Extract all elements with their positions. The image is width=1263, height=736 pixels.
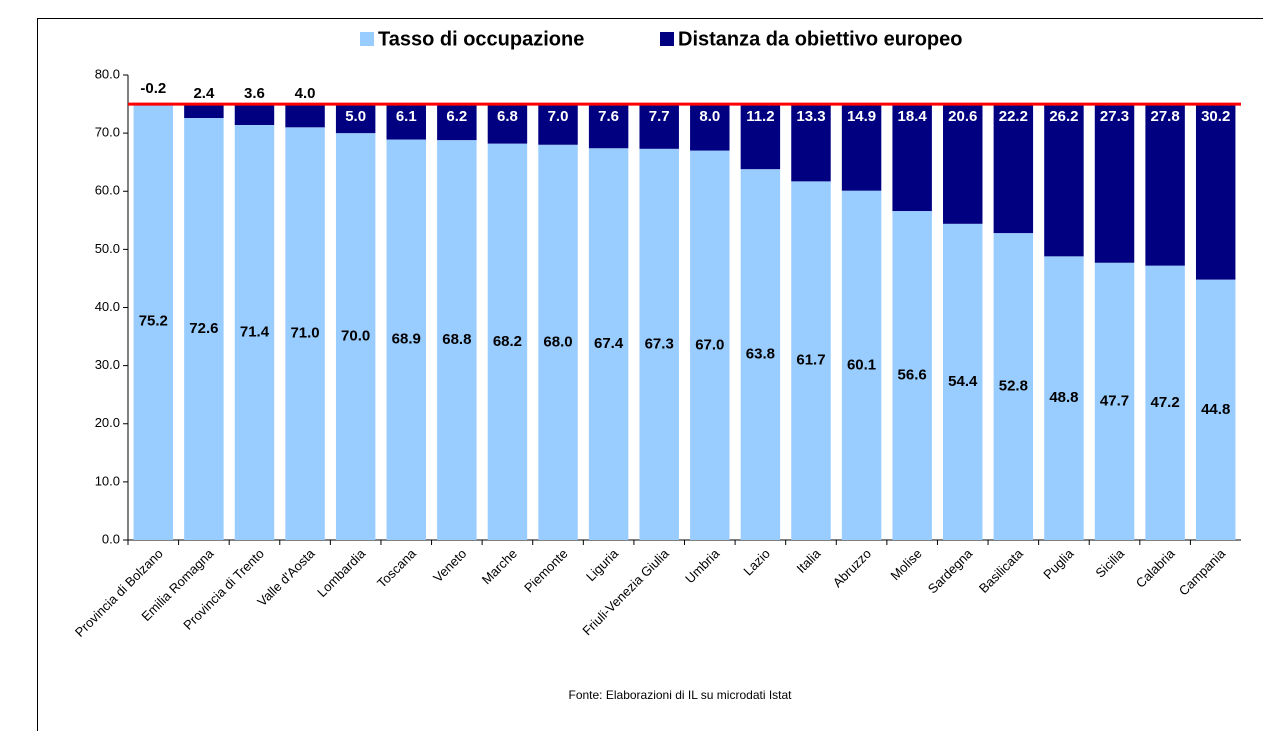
y-tick-label: 0.0 [102, 531, 120, 546]
y-tick-label: 50.0 [95, 241, 120, 256]
value-label: 30.2 [1201, 108, 1230, 125]
value-label: 27.3 [1100, 108, 1129, 125]
value-label: 47.7 [1100, 392, 1129, 409]
value-label: 52.8 [999, 378, 1028, 395]
value-label: 4.0 [295, 85, 316, 102]
value-label: 71.4 [240, 323, 270, 340]
bar-segment [1196, 104, 1235, 280]
value-label: 68.9 [392, 331, 421, 348]
value-label: 61.7 [796, 352, 825, 369]
legend-label: Distanza da obiettivo europeo [678, 28, 962, 50]
bar-segment [184, 104, 223, 118]
value-label: 11.2 [746, 108, 774, 125]
value-label: 54.4 [948, 373, 978, 390]
value-label: 70.0 [341, 328, 370, 345]
legend-label: Tasso di occupazione [378, 28, 584, 50]
value-label: 27.8 [1151, 108, 1180, 125]
value-label: 48.8 [1049, 389, 1078, 406]
value-label: 7.6 [598, 108, 619, 125]
value-label: 7.7 [649, 108, 670, 125]
value-label: 18.4 [898, 108, 928, 125]
y-tick-label: 10.0 [95, 473, 120, 488]
y-tick-label: 60.0 [95, 183, 120, 198]
value-label: 3.6 [244, 85, 265, 102]
value-label: 47.2 [1151, 394, 1180, 411]
value-label: 2.4 [193, 85, 215, 102]
value-label: 13.3 [796, 108, 825, 125]
bar-segment [1145, 104, 1184, 266]
legend-swatch [360, 32, 374, 46]
value-label: 5.0 [345, 108, 366, 125]
legend-swatch [660, 32, 674, 46]
value-label: 56.6 [898, 366, 927, 383]
value-label: -0.2 [140, 80, 166, 97]
value-label: 8.0 [699, 108, 720, 125]
bar-segment [235, 104, 274, 125]
value-label: 7.0 [548, 108, 569, 125]
value-label: 14.9 [847, 108, 876, 125]
bar-segment [1095, 104, 1134, 263]
y-tick-label: 20.0 [95, 415, 120, 430]
value-label: 6.8 [497, 108, 518, 125]
source-note: Fonte: Elaborazioni di IL su microdati I… [569, 688, 793, 702]
y-tick-label: 40.0 [95, 299, 120, 314]
value-label: 22.2 [999, 108, 1028, 125]
bar-segment [285, 104, 324, 127]
value-label: 20.6 [948, 108, 977, 125]
value-label: 60.1 [847, 356, 876, 373]
value-label: 44.8 [1201, 401, 1230, 418]
value-label: 6.1 [396, 108, 417, 125]
value-label: 75.2 [139, 312, 168, 329]
bar-segment [1044, 104, 1083, 256]
value-label: 68.0 [543, 333, 572, 350]
y-tick-label: 30.0 [95, 357, 120, 372]
value-label: 67.3 [645, 335, 674, 352]
value-label: 67.4 [594, 335, 624, 352]
value-label: 72.6 [189, 320, 218, 337]
value-label: 63.8 [746, 346, 775, 363]
value-label: 71.0 [290, 325, 319, 342]
value-label: 67.0 [695, 336, 724, 353]
value-label: 6.2 [446, 108, 467, 125]
y-tick-label: 80.0 [95, 66, 120, 81]
value-label: 26.2 [1049, 108, 1078, 125]
value-label: 68.8 [442, 331, 471, 348]
value-label: 68.2 [493, 333, 522, 350]
y-tick-label: 70.0 [95, 125, 120, 140]
